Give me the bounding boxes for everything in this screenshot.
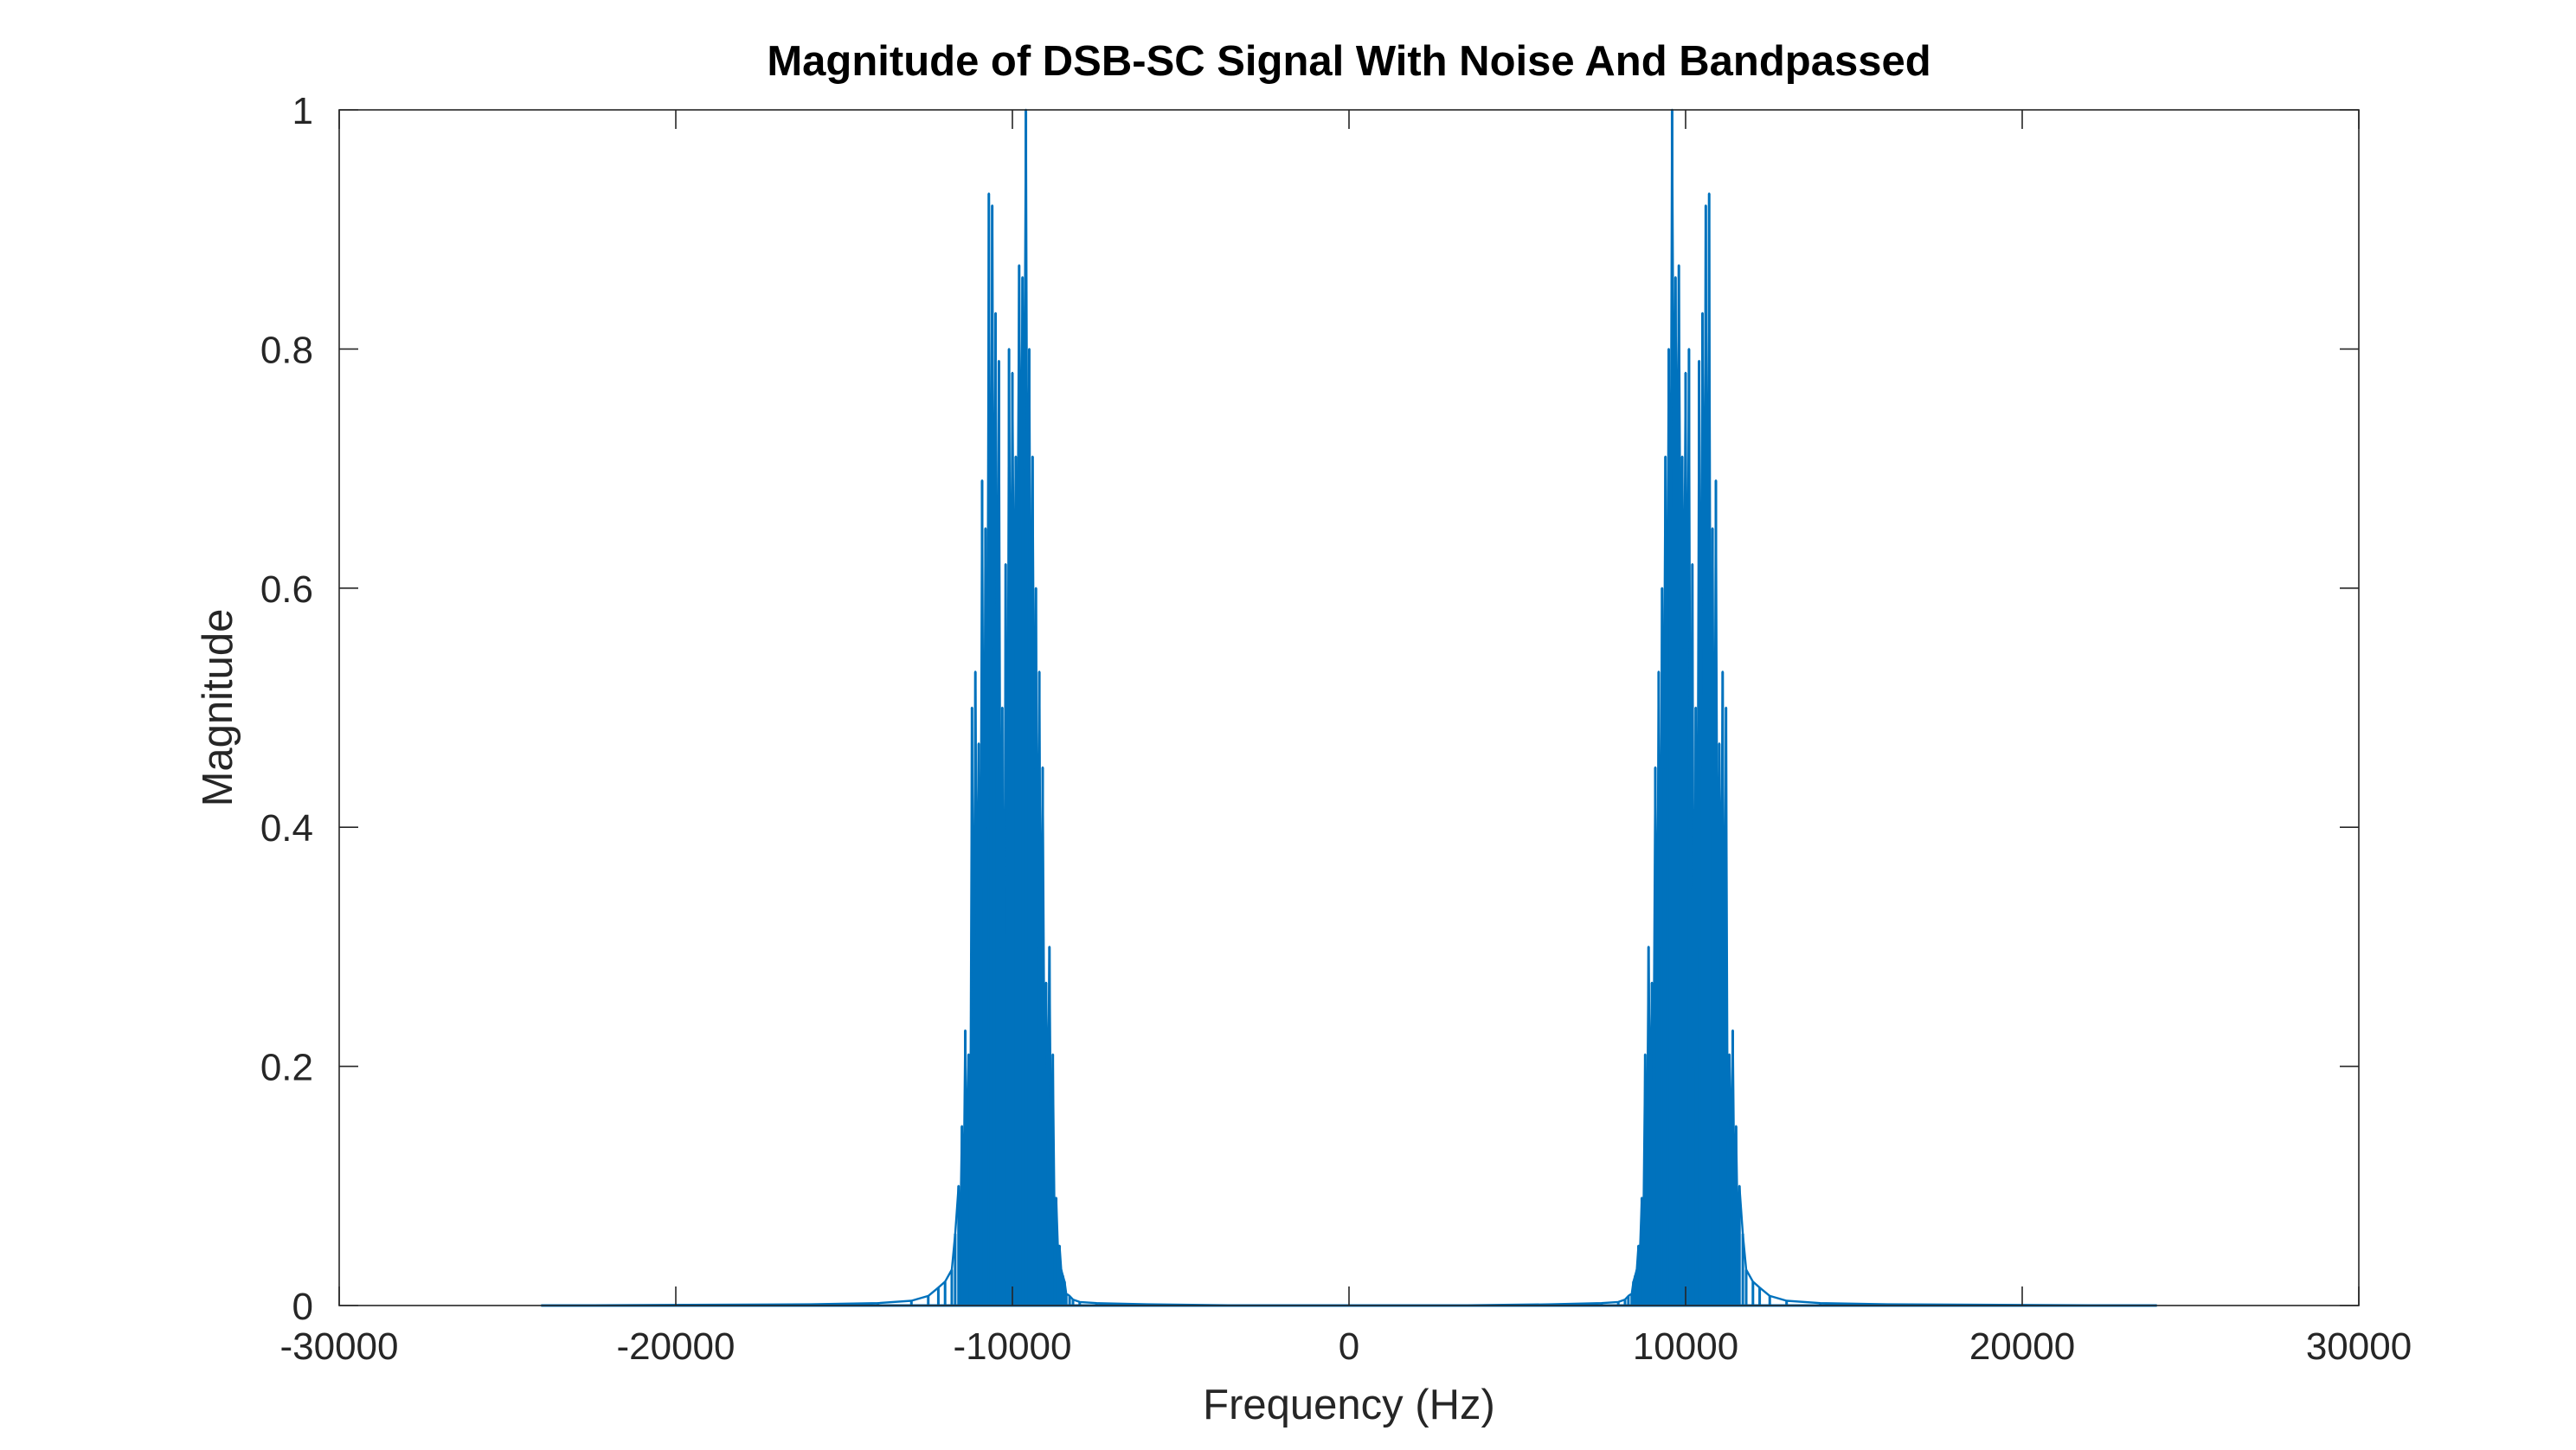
y-tick-label: 0.4 — [260, 807, 313, 850]
y-axis-label: Magnitude — [195, 609, 241, 807]
x-tick-label: 20000 — [1969, 1325, 2075, 1368]
series-layer — [541, 108, 2157, 1307]
plot-area — [339, 110, 2359, 1306]
series-0 — [541, 108, 2157, 1307]
y-tick-label: 1 — [292, 90, 313, 132]
x-tick-label: 30000 — [2306, 1325, 2412, 1368]
x-tick-label: -20000 — [616, 1325, 735, 1368]
x-axis-label: Frequency (Hz) — [1203, 1382, 1495, 1428]
x-tick-label: -10000 — [953, 1325, 1071, 1368]
x-tick-label: 10000 — [1633, 1325, 1738, 1368]
y-tick-label: 0.6 — [260, 568, 313, 611]
x-tick-label: -30000 — [279, 1325, 398, 1368]
y-tick-label: 0.8 — [260, 329, 313, 371]
x-tick-label: 0 — [1339, 1325, 1359, 1368]
chart-title: Magnitude of DSB-SC Signal With Noise An… — [767, 38, 1930, 85]
y-tick-label: 0 — [292, 1286, 313, 1328]
y-tick-label: 0.2 — [260, 1047, 313, 1089]
tick-layer: -30000 -20000 -10000 0 10000 20000 30000 0 0.2 0.… — [260, 90, 2412, 1368]
